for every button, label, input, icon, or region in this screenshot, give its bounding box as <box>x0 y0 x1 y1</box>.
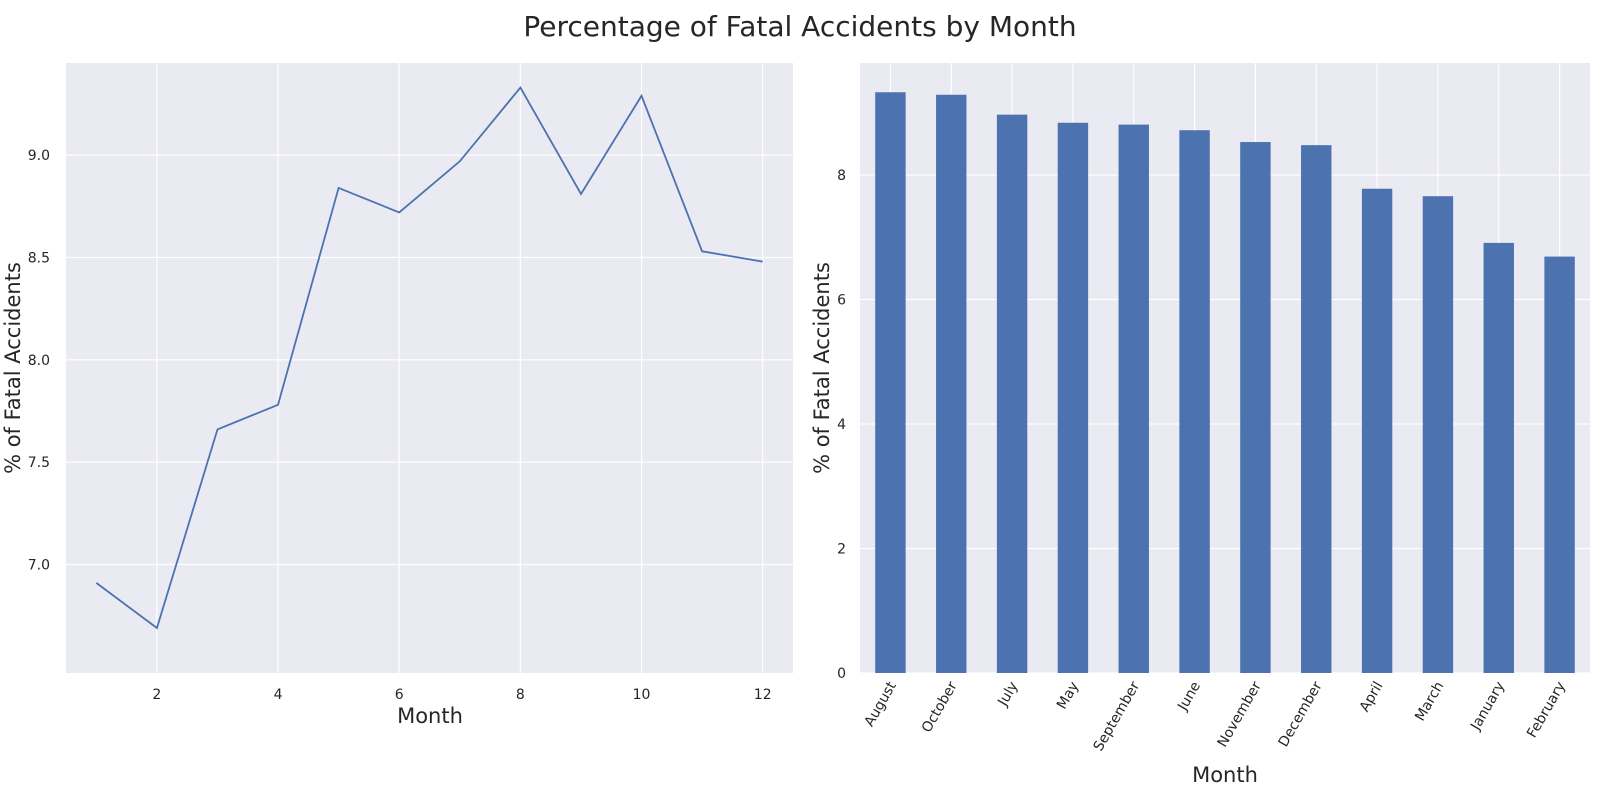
line-chart: 2 4 6 8 10 12 7.0 7.5 8.0 8.5 9.0 Month % of Fatal… <box>1 63 793 728</box>
line-chart-x-tick-label: 6 <box>395 687 404 703</box>
line-chart-x-tick-label: 10 <box>633 687 651 703</box>
line-chart-y-tick-label: 7.0 <box>28 558 50 574</box>
bar-chart-x-tick-label: April <box>1357 679 1387 715</box>
bar <box>1422 196 1454 673</box>
bar-chart-y-tick-label: 6 <box>837 293 846 309</box>
bar <box>1057 122 1089 673</box>
line-chart-y-tick-label: 9.0 <box>28 148 50 164</box>
bar-chart-y-tick-label: 8 <box>837 168 846 184</box>
bar-chart-y-tick-label: 0 <box>837 666 846 682</box>
bar-chart-y-label: % of Fatal Accidents <box>810 262 834 474</box>
bar-chart-x-tick-label: June <box>1174 679 1204 714</box>
bar-chart-x-tick-label: November <box>1215 679 1265 750</box>
bar-chart-x-tick-label: May <box>1054 679 1082 712</box>
bar-chart-x-tick-label: March <box>1412 679 1447 724</box>
line-chart-y-tick-label: 8.0 <box>28 353 50 369</box>
line-chart-y-tick-label: 7.5 <box>28 455 50 471</box>
bar <box>1483 242 1514 673</box>
line-chart-grid <box>66 63 793 673</box>
bar-chart-x-label: Month <box>1192 763 1258 787</box>
bar-series <box>875 92 1575 674</box>
bar-chart-y-tick-label: 4 <box>837 417 846 433</box>
bar <box>996 114 1028 673</box>
bar <box>1544 256 1575 673</box>
bar-chart-x-tick-label: December <box>1276 679 1326 750</box>
line-chart-ticks: 2 4 6 8 10 12 7.0 7.5 8.0 8.5 9.0 <box>28 148 772 703</box>
line-chart-x-tick-label: 2 <box>152 687 161 703</box>
bar-chart-x-tick-label: August <box>862 679 901 730</box>
line-chart-y-label: % of Fatal Accidents <box>1 262 25 474</box>
bar <box>1179 130 1210 673</box>
bar <box>1301 145 1332 673</box>
bar <box>1361 188 1393 674</box>
bar <box>1240 142 1271 673</box>
figure-title: Percentage of Fatal Accidents by Month <box>523 10 1076 43</box>
bar-chart-x-tick-label: September <box>1091 679 1144 754</box>
bar-chart-y-tick-label: 2 <box>837 542 846 558</box>
bar <box>1118 124 1149 674</box>
bar-chart-x-tick-label: July <box>995 679 1022 710</box>
bar-chart-x-tick-label: October <box>919 679 961 736</box>
bar <box>936 94 967 674</box>
bar-chart-x-tick-label: January <box>1467 679 1508 734</box>
line-chart-x-tick-label: 4 <box>274 687 283 703</box>
line-chart-panel <box>66 63 793 673</box>
bar-chart-x-tick-label: February <box>1524 679 1569 741</box>
bar-chart: 0 2 4 6 8 August October July May September June No… <box>810 63 1590 787</box>
line-chart-x-label: Month <box>397 704 463 728</box>
line-chart-y-tick-label: 8.5 <box>28 250 50 266</box>
bar <box>875 92 906 673</box>
bar-chart-panel <box>860 63 1590 673</box>
line-chart-x-tick-label: 12 <box>754 687 772 703</box>
line-series <box>95 86 763 630</box>
line-chart-x-tick-label: 8 <box>516 687 525 703</box>
